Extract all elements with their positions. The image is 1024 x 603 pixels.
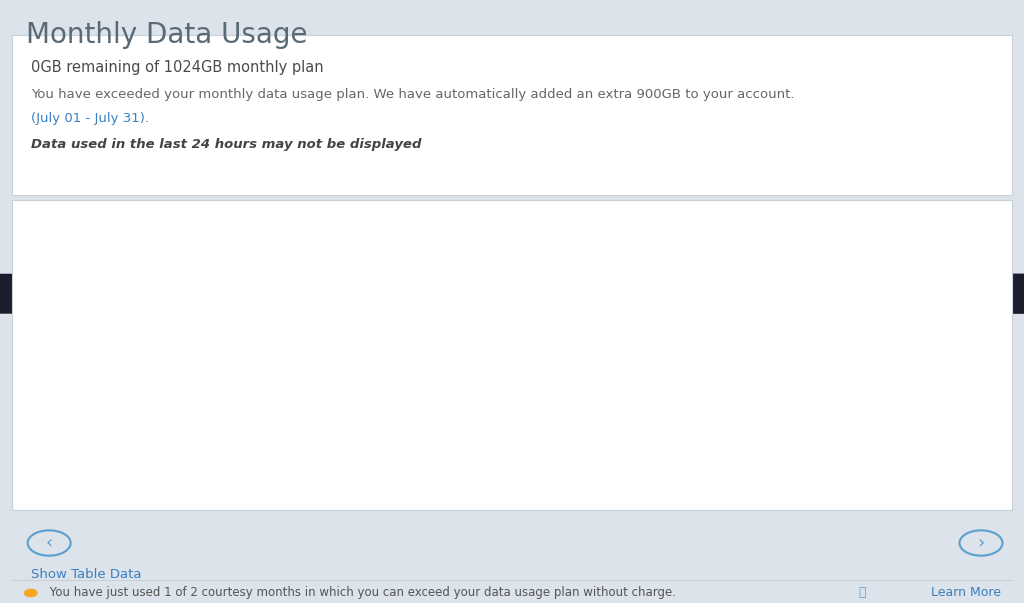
Text: Data used in the last 24 hours may not be displayed: Data used in the last 24 hours may not b… [31, 138, 421, 151]
Text: ›: › [977, 534, 985, 552]
Text: You have just used 1 of 2 courtesy months in which you can exceed your data usag: You have just used 1 of 2 courtesy month… [46, 587, 676, 599]
Text: You have exceeded your monthly data usage plan. We have automatically added an e: You have exceeded your monthly data usag… [31, 88, 795, 101]
Text: 874 GB: 874 GB [780, 292, 823, 305]
Bar [124, 429, 242, 460]
Text: ⓘ: ⓘ [858, 587, 865, 599]
Text: 1024 GB: 1024 GB [780, 283, 831, 296]
Text: Learn More: Learn More [932, 587, 1001, 599]
Text: (July 01 - July 31).: (July 01 - July 31). [31, 112, 148, 125]
Bar [833, 343, 950, 460]
Text: Monthly Data Usage: Monthly Data Usage [26, 21, 307, 49]
Bar [359, 436, 478, 460]
Text: July 2018: July 2018 [752, 279, 821, 291]
FancyBboxPatch shape [681, 286, 842, 292]
Bar [596, 438, 714, 460]
Text: 0GB remaining of 1024GB monthly plan: 0GB remaining of 1024GB monthly plan [31, 60, 324, 75]
Bar [833, 243, 950, 343]
FancyBboxPatch shape [681, 295, 842, 302]
Text: Show Table Data: Show Table Data [31, 568, 141, 581]
Text: ‹: ‹ [45, 534, 53, 552]
FancyBboxPatch shape [0, 274, 1024, 313]
